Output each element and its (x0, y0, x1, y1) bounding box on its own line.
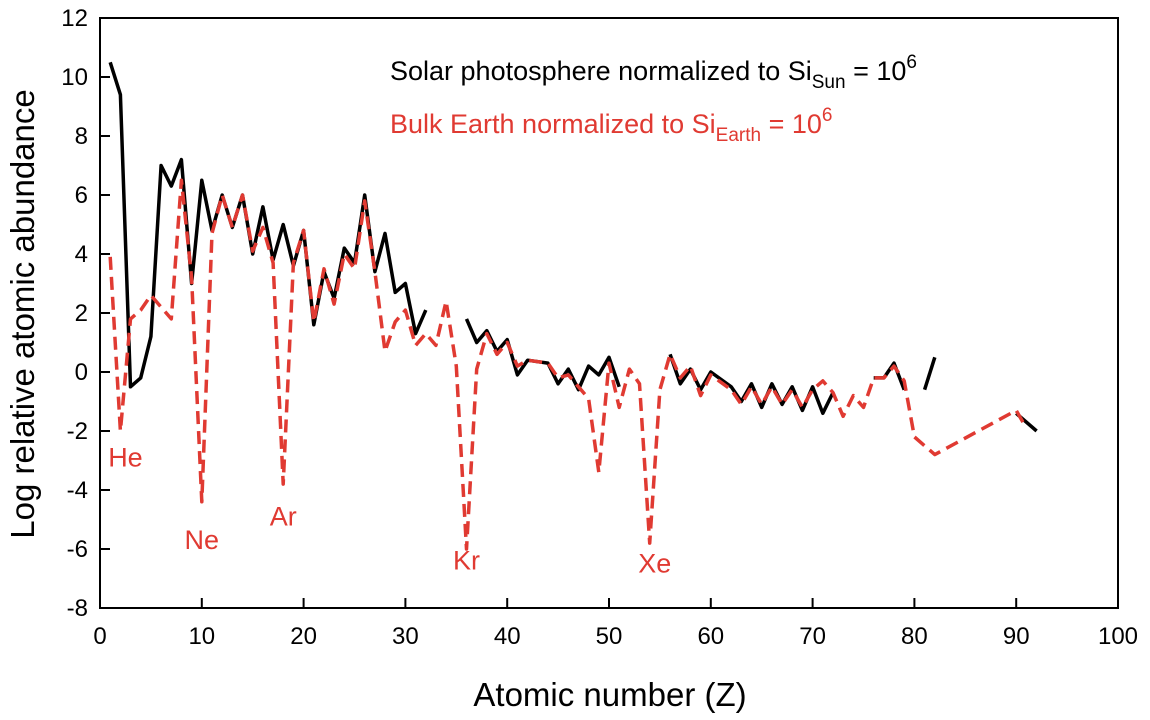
x-tick-label: 100 (1098, 623, 1138, 650)
y-tick-label: 4 (75, 241, 88, 268)
y-tick-label: 10 (61, 64, 88, 91)
legend-subscript: Sun (812, 72, 846, 93)
y-tick-label: 12 (61, 5, 88, 32)
x-tick-label: 80 (901, 623, 928, 650)
legend-main-text: Solar photosphere normalized to Si (390, 56, 812, 86)
x-tick-label: 30 (392, 623, 419, 650)
element-label-ne: Ne (185, 525, 220, 555)
solar-line (108, 61, 428, 389)
y-tick-label: -6 (67, 536, 88, 563)
x-tick-label: 10 (188, 623, 215, 650)
element-label-he: He (108, 442, 143, 472)
x-tick-label: 50 (596, 623, 623, 650)
y-tick-label: 6 (75, 182, 88, 209)
y-tick-label: -4 (67, 477, 88, 504)
x-axis: 0 10 20 30 40 50 60 70 80 90 100 (93, 598, 1138, 650)
y-tick-label: 2 (75, 300, 88, 327)
legend-superscript: 6 (906, 52, 917, 73)
earth-line (108, 178, 1028, 551)
legend-equals: = 10 (846, 56, 907, 86)
x-tick-label: 90 (1003, 623, 1030, 650)
solar-line (922, 356, 937, 391)
element-label-ar: Ar (270, 501, 297, 531)
x-tick-label: 60 (697, 623, 724, 650)
y-tick-label: 8 (75, 123, 88, 150)
element-label-xe: Xe (638, 549, 671, 579)
x-tick-label: 0 (93, 623, 106, 650)
element-label-kr: Kr (453, 546, 480, 576)
earth-series (108, 178, 1028, 551)
legend-main-text: Bulk Earth normalized to Si (390, 109, 716, 139)
plot-border (99, 17, 1119, 609)
solar-line (668, 353, 835, 416)
x-tick-label: 40 (494, 623, 521, 650)
solar-line (464, 318, 621, 392)
legend-subscript: Earth (716, 125, 761, 146)
plot-frame (99, 17, 1119, 609)
legend-entry-earth: Bulk Earth normalized to SiEarth = 106 (390, 105, 832, 146)
y-tick-label: -8 (67, 595, 88, 622)
x-tick-label: 20 (290, 623, 317, 650)
element-annotations: He Ne Ar Kr Xe (108, 442, 671, 578)
y-tick-label: 0 (75, 359, 88, 386)
x-axis-label: Atomic number (Z) (473, 676, 746, 713)
series-layer (108, 61, 1038, 551)
y-axis-label: Log relative atomic abundance (4, 89, 41, 538)
x-tick-label: 70 (799, 623, 826, 650)
legend: Solar photosphere normalized to SiSun = … (390, 52, 917, 146)
legend-entry-solar: Solar photosphere normalized to SiSun = … (390, 52, 917, 93)
legend-equals: = 10 (761, 109, 822, 139)
legend-superscript: 6 (822, 105, 833, 126)
y-axis: -8 -6 -4 -2 0 2 4 6 8 10 12 (61, 5, 110, 622)
y-tick-label: -2 (67, 418, 88, 445)
